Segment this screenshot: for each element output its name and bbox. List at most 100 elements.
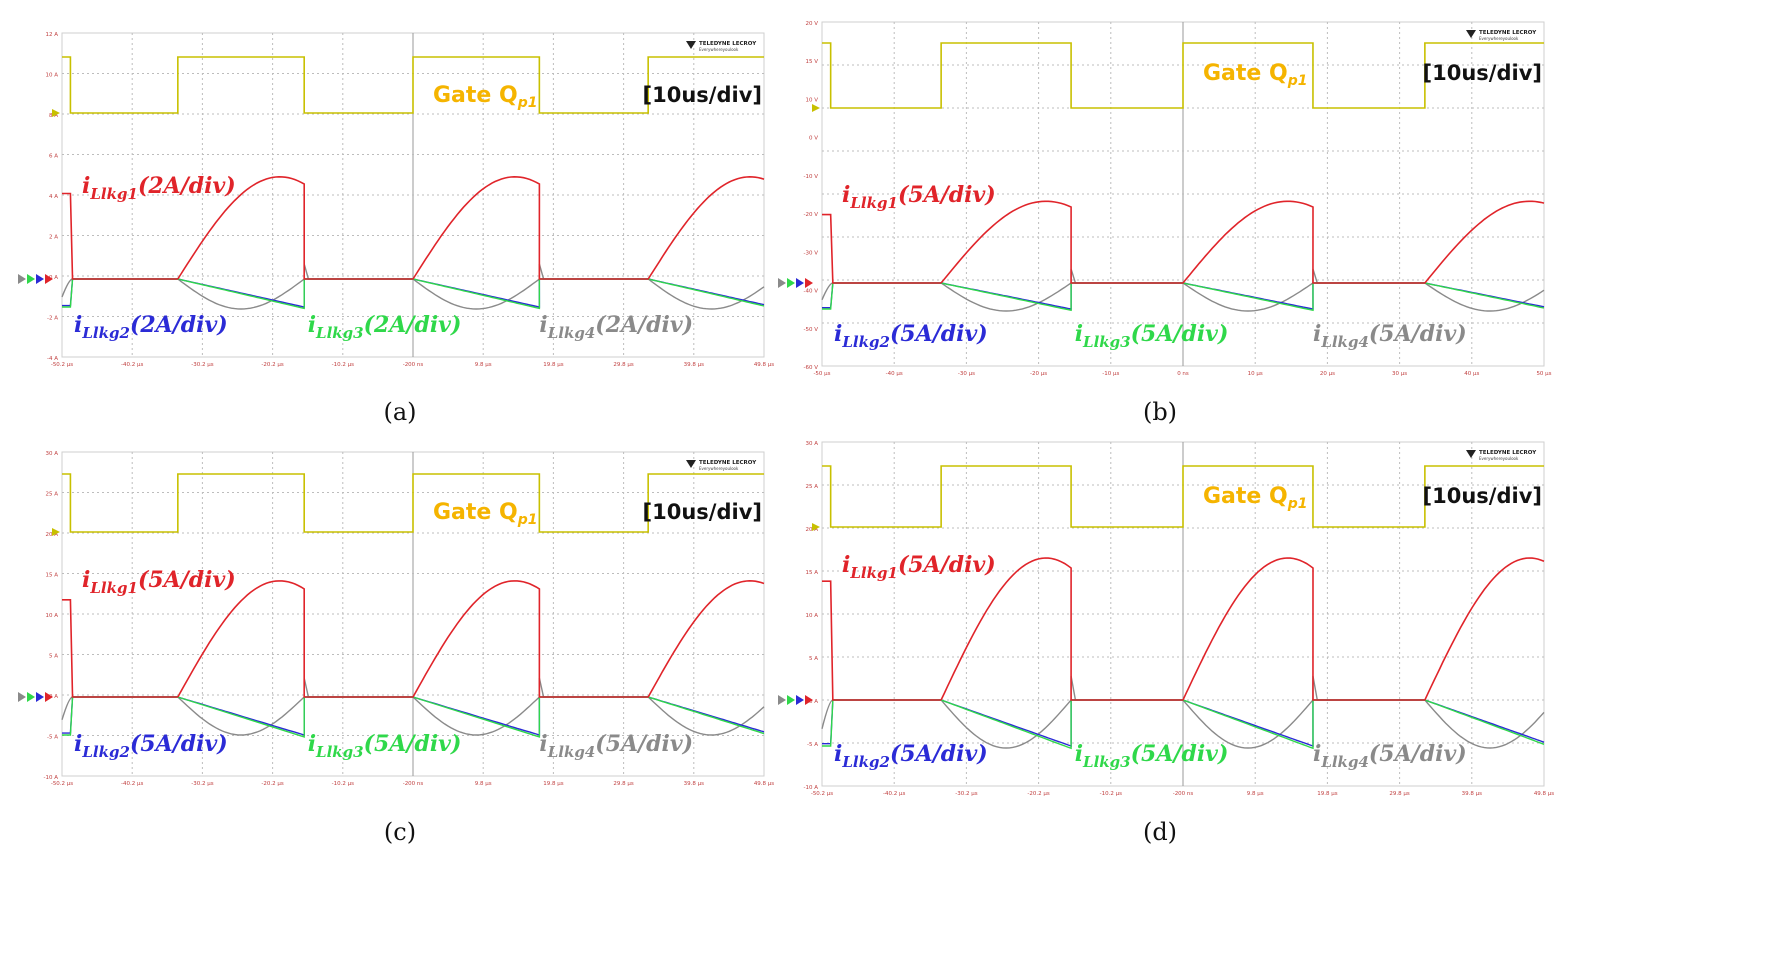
label-scale: (5A/div) xyxy=(898,552,996,578)
iLlkg3-trace xyxy=(822,699,1545,750)
channel-marker-gate xyxy=(52,528,60,536)
y-tick-label: 20 A xyxy=(805,527,818,533)
iLlkg4-trace xyxy=(61,263,765,310)
label-i: i xyxy=(308,312,316,338)
brand-tagline: Everywhereyoulook xyxy=(699,47,739,52)
y-tick-label: -10 A xyxy=(804,785,819,791)
y-tick-label: 20 V xyxy=(805,21,818,27)
channel-marker-gray xyxy=(18,692,26,702)
y-tick-label: 12 A xyxy=(45,32,58,38)
x-tick-label: -200 ns xyxy=(1173,791,1194,797)
iLlkg2-trace xyxy=(822,699,1545,747)
y-tick-label: 0 V xyxy=(809,136,818,142)
channel-marker-green xyxy=(787,278,795,288)
y-tick-label: -10 V xyxy=(804,174,819,180)
current-label-i4: iLlkg4(5A/div) xyxy=(539,731,693,761)
x-tick-label: -50 µs xyxy=(813,371,830,377)
label-sub: Llkg2 xyxy=(841,753,890,771)
label-scale: (2A/div) xyxy=(364,312,462,338)
y-tick-label: 20 A xyxy=(45,532,58,538)
y-tick-label: -4 A xyxy=(47,356,58,362)
label-i: i xyxy=(82,567,90,593)
current-label-i1: iLlkg1(5A/div) xyxy=(82,567,236,597)
y-tick-label: 25 A xyxy=(45,492,58,498)
label-sub: Llkg4 xyxy=(1320,333,1369,351)
teledyne-logo-icon xyxy=(686,41,696,49)
x-tick-label: -20.2 µs xyxy=(261,362,283,368)
time-div-label: [10us/div] xyxy=(643,83,762,107)
y-tick-label: 0 A xyxy=(49,275,58,281)
gate-qp1-trace xyxy=(62,56,764,114)
y-tick-label: 0 A xyxy=(49,694,58,700)
label-sub: Llkg2 xyxy=(841,333,890,351)
label-scale: (2A/div) xyxy=(130,312,228,338)
label-sub: Llkg1 xyxy=(89,579,138,597)
gate-label-text: Gate Q xyxy=(1203,61,1288,86)
panel-d: 30 A 25 A 20 A 15 A 10 A 5 A 0 A -5 A -10 A-50.2… xyxy=(778,441,1554,846)
label-scale: (5A/div) xyxy=(1369,321,1467,347)
label-sub: Llkg4 xyxy=(547,743,596,761)
label-sub: Llkg2 xyxy=(81,743,130,761)
label-i: i xyxy=(308,731,316,757)
x-tick-label: 0 ns xyxy=(1177,371,1189,377)
x-tick-label: -30 µs xyxy=(958,371,975,377)
x-tick-label: -50.2 µs xyxy=(51,362,73,368)
label-scale: (5A/div) xyxy=(595,731,693,757)
x-tick-label: 9.8 µs xyxy=(475,362,492,368)
panel-a: 12 A10 A8 A6 A4 A2 A0 A-2 A-4 A-50.2 µs -… xyxy=(18,32,774,426)
label-sub: Llkg4 xyxy=(1320,753,1369,771)
x-tick-label: -200 ns xyxy=(403,362,424,368)
channel-marker-red xyxy=(805,695,813,705)
y-tick-label: 2 A xyxy=(49,235,58,241)
label-i: i xyxy=(834,321,842,347)
x-tick-label: 39.8 µs xyxy=(684,362,704,368)
x-tick-label: 29.8 µs xyxy=(613,362,633,368)
iLlkg1-trace xyxy=(822,200,1545,284)
y-tick-label: -40 V xyxy=(804,289,819,295)
y-tick-label: -10 A xyxy=(44,775,59,781)
x-tick-label: 19.8 µs xyxy=(1317,791,1337,797)
x-tick-label: -50.2 µs xyxy=(811,791,833,797)
x-tick-label: -30.2 µs xyxy=(191,781,213,787)
teledyne-logo-icon xyxy=(686,460,696,468)
channel-marker-green xyxy=(27,274,35,284)
label-scale: (5A/div) xyxy=(130,731,228,757)
channel-marker-gate xyxy=(812,104,820,112)
x-tick-label: 29.8 µs xyxy=(613,781,633,787)
y-tick-label: 5 A xyxy=(809,656,818,662)
brand-name: TELEDYNE LECROY xyxy=(1479,450,1537,456)
panel-c: 30 A 25 A 20 A 15 A 10 A 5 A 0 A -5 A -10 A-50.2… xyxy=(18,451,774,846)
label-i: i xyxy=(74,312,82,338)
current-label-i1: iLlkg1(5A/div) xyxy=(842,182,996,212)
y-tick-label: 15 A xyxy=(45,573,58,579)
current-label-i3: iLlkg3(5A/div) xyxy=(1075,321,1229,351)
teledyne-logo-icon xyxy=(1466,30,1476,38)
label-i: i xyxy=(842,182,850,208)
label-i: i xyxy=(842,552,850,578)
x-tick-label: -50.2 µs xyxy=(51,781,73,787)
time-div-label: [10us/div] xyxy=(1423,484,1542,508)
y-tick-label: -5 A xyxy=(807,742,818,748)
label-i: i xyxy=(539,312,547,338)
label-scale: (5A/div) xyxy=(1131,321,1229,347)
x-tick-label: -30.2 µs xyxy=(191,362,213,368)
brand-name: TELEDYNE LECROY xyxy=(699,460,757,466)
current-label-i3: iLlkg3(5A/div) xyxy=(308,731,462,761)
gate-qp1-trace xyxy=(62,473,764,533)
label-i: i xyxy=(1313,321,1321,347)
current-label-i3: iLlkg3(5A/div) xyxy=(1075,741,1229,771)
channel-marker-gray xyxy=(18,274,26,284)
y-tick-label: 0 A xyxy=(809,699,818,705)
current-label-i1: iLlkg1(2A/div) xyxy=(82,173,236,203)
y-tick-label: -30 V xyxy=(804,250,819,256)
label-sub: Llkg1 xyxy=(849,194,898,212)
x-tick-label: 19.8 µs xyxy=(543,781,563,787)
iLlkg2-trace xyxy=(62,696,765,736)
y-tick-label: 15 A xyxy=(805,570,818,576)
y-tick-label: 30 A xyxy=(45,451,58,457)
x-tick-label: 29.8 µs xyxy=(1389,791,1409,797)
x-tick-label: -10 µs xyxy=(1102,371,1119,377)
channel-marker-blue xyxy=(796,278,804,288)
x-tick-label: -40.2 µs xyxy=(883,791,905,797)
